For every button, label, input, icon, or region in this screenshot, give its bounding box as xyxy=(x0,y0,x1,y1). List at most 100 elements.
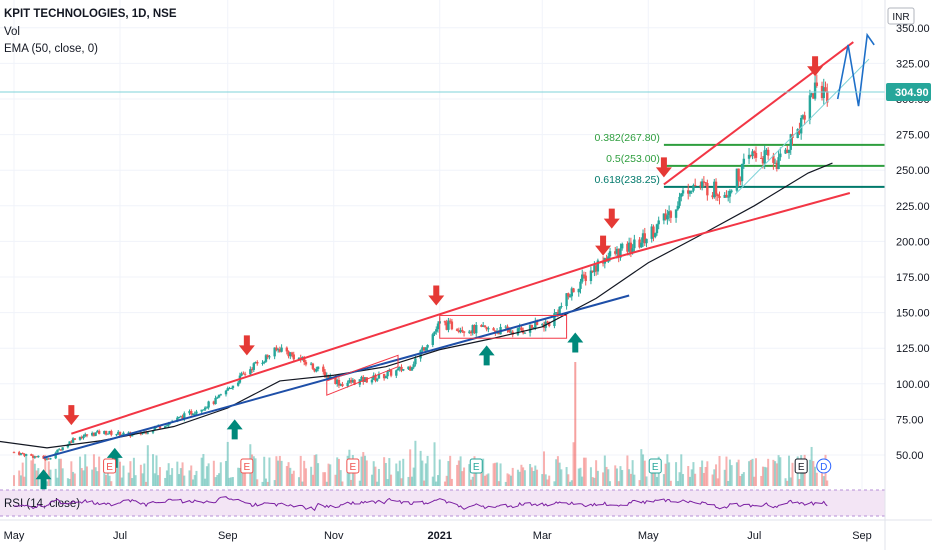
volume-bar xyxy=(511,467,514,486)
symbol-title[interactable]: KPIT TECHNOLOGIES, 1D, NSE xyxy=(4,8,177,20)
candle-body xyxy=(810,93,813,96)
volume-bar xyxy=(570,480,573,486)
candle-body xyxy=(560,306,563,308)
time-axis[interactable]: May Jul Sep Nov 2021 Mar May Jul Sep xyxy=(0,519,932,542)
candle-body xyxy=(266,355,269,358)
candle-body xyxy=(254,361,257,364)
candle-body xyxy=(70,441,73,443)
volume-bar xyxy=(195,470,198,486)
volume-bar xyxy=(278,455,281,486)
volume-bar xyxy=(643,460,646,486)
volume-bar xyxy=(737,459,740,486)
candle-body xyxy=(448,320,452,322)
volume-bar xyxy=(508,474,511,486)
volume-bar xyxy=(621,470,624,486)
volume-bar xyxy=(131,478,134,486)
candle-body xyxy=(654,233,657,238)
candle-body xyxy=(629,242,633,253)
candle-body xyxy=(362,376,365,382)
candle-body xyxy=(110,431,113,435)
volume-bar xyxy=(119,461,121,486)
volume-bar xyxy=(73,473,76,486)
candle-body xyxy=(469,331,473,334)
candle-body xyxy=(200,409,203,412)
volume-spike xyxy=(574,362,577,486)
volume-bar xyxy=(353,467,356,486)
time-tick-label: May xyxy=(638,530,659,542)
volume-bar xyxy=(72,471,75,486)
volume-bar xyxy=(431,476,434,486)
volume-bar xyxy=(675,462,678,486)
candle-body xyxy=(250,369,254,371)
candle-body xyxy=(749,154,752,157)
ema-legend[interactable]: EMA (50, close, 0) xyxy=(4,43,98,55)
volume-bar xyxy=(718,455,721,486)
volume-legend[interactable]: Vol xyxy=(4,25,20,38)
last-price-value: 304.90 xyxy=(895,87,929,99)
volume-bar xyxy=(18,470,21,486)
candle-body xyxy=(638,239,641,248)
volume-bar xyxy=(322,472,325,486)
candle-body xyxy=(249,369,252,375)
dividend-label: D xyxy=(820,462,827,473)
rsi-line xyxy=(13,496,828,512)
volume-bar xyxy=(760,475,763,486)
volume-bar xyxy=(676,481,679,486)
candle-body xyxy=(30,454,33,456)
volume-bar xyxy=(619,466,622,486)
candle-body xyxy=(78,437,82,440)
volume-bar xyxy=(155,455,158,486)
candle-body xyxy=(594,265,598,272)
candle-body xyxy=(302,356,306,363)
candle-body xyxy=(59,449,63,451)
volume-bar xyxy=(614,465,617,486)
candle-body xyxy=(236,382,240,386)
candle-body xyxy=(329,376,332,379)
volume-bar xyxy=(291,473,294,486)
candle-body xyxy=(728,190,732,197)
candle-body xyxy=(71,438,75,443)
volume-bar xyxy=(715,464,718,486)
volume-bar xyxy=(593,477,596,486)
candle-body xyxy=(589,270,593,282)
volume-bar xyxy=(96,471,99,486)
candle-body xyxy=(348,380,351,383)
candle-body xyxy=(754,152,758,158)
candle-body xyxy=(153,427,156,431)
candle-body xyxy=(826,91,829,103)
earnings-label: E xyxy=(473,462,480,473)
volume-bar xyxy=(765,467,768,486)
volume-bar xyxy=(739,475,742,486)
candle-body xyxy=(57,449,61,451)
price-tick-label: 50.00 xyxy=(896,450,924,462)
volume-bar xyxy=(193,475,196,486)
candle-body xyxy=(353,379,356,385)
candle-body xyxy=(216,397,219,399)
candle-body xyxy=(275,347,278,350)
trendlines[interactable] xyxy=(43,32,875,459)
volume-bar xyxy=(219,462,222,486)
price-tick-label: 125.00 xyxy=(896,343,930,355)
candle-body xyxy=(798,129,801,134)
candle-body xyxy=(556,312,560,315)
volume-bar xyxy=(205,466,208,486)
volume-bar xyxy=(536,469,539,486)
candle-body xyxy=(12,452,16,454)
candle-body xyxy=(374,375,377,381)
candle-body xyxy=(650,226,653,239)
candle-body xyxy=(315,369,318,372)
candle-body xyxy=(412,364,415,368)
candle-body xyxy=(640,242,643,248)
volume-bar xyxy=(808,459,811,486)
volume-bar xyxy=(546,479,549,486)
candle-body xyxy=(530,324,534,329)
volume-bar xyxy=(132,457,135,486)
volume-bar xyxy=(496,462,499,486)
volume-bar xyxy=(32,457,35,486)
candle-body xyxy=(742,158,746,164)
buy-arrow xyxy=(478,345,495,366)
candle-body xyxy=(726,196,730,198)
